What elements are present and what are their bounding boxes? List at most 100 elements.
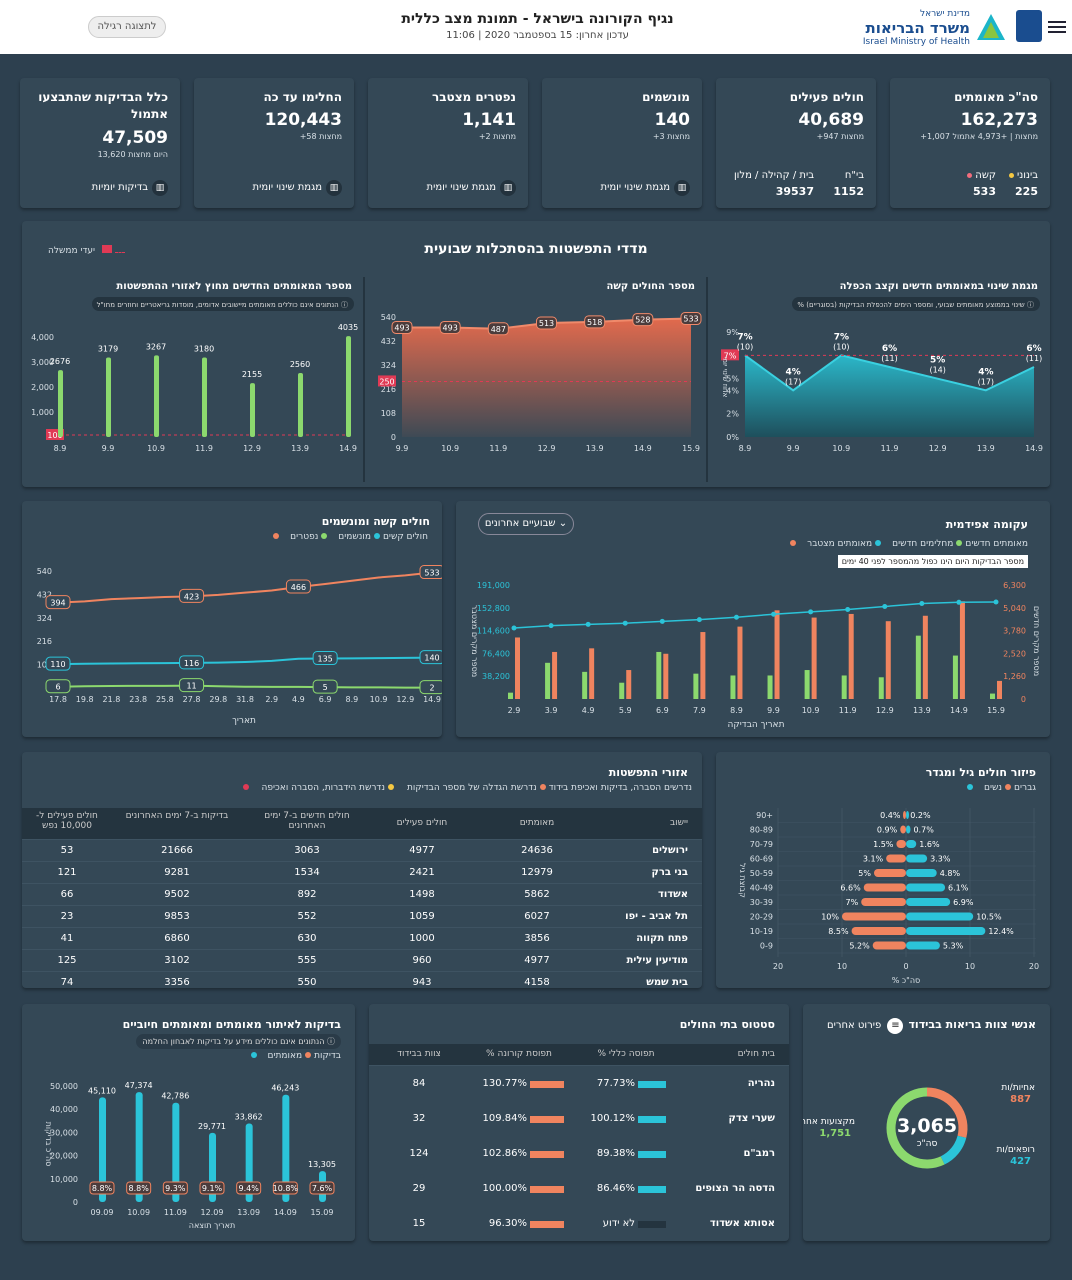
staff-isolation: 124 <box>409 1148 429 1159</box>
table-cell: מודיעין עילית <box>626 955 688 966</box>
severe-series-line <box>57 571 433 604</box>
age-gender-card: פיזור חולים גיל ומגדר גבריםנשים 20 10 0 10 2… <box>716 752 1050 988</box>
daily-trend-link[interactable]: מגמת שינוי יומית ▥ <box>427 180 516 196</box>
age-female-label: 8.5% <box>828 927 849 936</box>
tests-bar <box>99 1097 106 1202</box>
hospital-name: הדסה הר הצופים <box>695 1183 775 1194</box>
weekly-x-tick: 9.9 <box>102 444 115 453</box>
table-cell: 5862 <box>524 889 550 900</box>
age-female-label: 3.1% <box>863 855 884 864</box>
table-cell: 550 <box>297 977 317 988</box>
positive-rate-label: 9.4% <box>239 1184 260 1193</box>
target-legend-swatch <box>101 245 112 253</box>
epi-x-tick: 14.9 <box>950 706 968 715</box>
weekly-x-tick: 10.9 <box>832 444 850 453</box>
general-occupancy-bar <box>638 1186 666 1193</box>
epi-new-bar <box>737 626 743 699</box>
severe-data-label: 11 <box>186 682 196 691</box>
severe-data-label: 110 <box>50 660 65 669</box>
age-female-bar <box>886 854 906 863</box>
regions-legend: נדרשים הסברה, בדיקות ואכיפת בידודנדרשת ה… <box>230 783 692 793</box>
kpi-title: החלימו עד כה <box>263 90 342 104</box>
age-x-tick: 10 <box>965 962 975 971</box>
table-header-cell: מאומתים <box>519 818 555 828</box>
age-legend-item: נשים <box>984 783 1014 793</box>
weekly-y-tick: 5% <box>726 375 739 384</box>
epi-left-tick: 114,600 <box>477 627 510 636</box>
weekly-x-tick: 9.9 <box>396 444 409 453</box>
table-row: אשדוד 5862 1498 892 9502 66 <box>22 884 702 906</box>
detail-others-button[interactable]: פירוט אחרים ≡ <box>827 1018 904 1034</box>
table-cell: 630 <box>297 933 317 944</box>
kpi-value: 1,141 <box>462 110 516 130</box>
daily-trend-link[interactable]: מגמת שינוי יומית ▥ <box>253 180 342 196</box>
kpi-title: מונשמים <box>642 90 690 104</box>
weekly-data-label: (17) <box>785 377 801 386</box>
page-title: נגיף הקורונה בישראל - תמונת מצב כללית <box>401 11 674 27</box>
age-female-bar <box>874 869 906 877</box>
daily-trend-link[interactable]: מגמת שינוי יומית ▥ <box>601 180 690 196</box>
weekly-x-tick: 14.9 <box>634 444 652 453</box>
donut-value: 1,751 <box>819 1128 851 1139</box>
epi-new-bar <box>997 680 1002 699</box>
weekly-subchart-note: % שינוי בממוצע מאומתים שבועי, ומספר הימי… <box>797 301 1034 309</box>
daily-trend-link[interactable]: בדיקות יומיות ▥ <box>92 180 168 196</box>
severe-x-tick: 19.8 <box>76 695 94 704</box>
epi-x-tick: 2.9 <box>508 706 521 715</box>
weekly-x-tick: 13.9 <box>291 444 309 453</box>
table-cell: פתח תקווה <box>636 933 688 944</box>
severe-x-tick: 17.8 <box>49 695 67 704</box>
corona-occupancy-bar <box>530 1081 564 1088</box>
age-category: 50-59 <box>750 869 773 878</box>
hospital-status-card: סטטוס בתי החולים בית חולים % תפוסה כללי % … <box>369 1004 789 1241</box>
weekly-data-label: 2560 <box>290 360 310 369</box>
epi-cumulative-point <box>808 609 814 615</box>
tests-bar <box>172 1102 180 1202</box>
kpi-breakdown-item: בינוני 225 <box>1006 170 1038 198</box>
kpi-sub: +58 מחצות <box>299 132 342 141</box>
severe-data-label: 135 <box>318 655 333 664</box>
weekly-bar <box>58 370 63 437</box>
table-row: הדסה הר הצופים 86.46% 100.00% 29 <box>369 1171 789 1206</box>
tests-bar-label: 42,786 <box>161 1092 189 1101</box>
epi-x-tick: 4.9 <box>582 706 595 715</box>
donut-category: רופאים/ות <box>996 1145 1035 1155</box>
menu-icon[interactable] <box>1048 18 1066 36</box>
weekly-data-label: 2155 <box>242 370 262 379</box>
weekly-bar <box>106 357 111 437</box>
table-row: תל אביב - יפו 6027 1059 552 9853 23 <box>22 906 702 928</box>
regular-view-button[interactable]: לתצוגה רגילה <box>88 16 166 38</box>
kpi-card: נפטרים מצטבר 1,141 +2 מחצות מגמת שינוי יומי… <box>368 78 528 208</box>
severe-x-tick: 6.9 <box>319 695 332 704</box>
kpi-breakdown-item: קשה 533 <box>964 170 996 198</box>
epi-recovered-bar <box>693 673 699 699</box>
tests-bar-label: 46,243 <box>271 1084 299 1093</box>
tests-x-label: תאריך תוצאה <box>189 1221 236 1230</box>
severe-y-tick: 432 <box>37 590 52 599</box>
table-cell: 53 <box>60 845 74 856</box>
age-male-bar <box>906 840 917 848</box>
severe-data-label: 140 <box>424 654 439 663</box>
age-y-label: קבוצת גיל <box>738 863 747 898</box>
kpi-sub: +1,007 מחצות | +4,973 אתמול <box>920 132 1038 141</box>
tests-y-tick: 0 <box>73 1198 78 1207</box>
epi-x-tick: 12.9 <box>876 706 894 715</box>
table-header-cell: % תפוסה כללי <box>597 1049 655 1059</box>
weekly-data-label: 5% <box>930 356 945 366</box>
weekly-data-label: 493 <box>443 323 458 332</box>
epi-curve-card: עקומה אפידמית שבועיים אחרונים ⌄ מאומתים … <box>456 501 1050 737</box>
epi-cumulative-point <box>548 623 554 629</box>
positive-rate-label: 9.1% <box>202 1184 223 1193</box>
period-dropdown[interactable]: שבועיים אחרונים ⌄ <box>478 513 574 535</box>
epi-new-bar <box>626 670 632 699</box>
table-row: מודיעין עילית 4977 960 555 3102 125 <box>22 950 702 972</box>
weekly-x-tick: 12.9 <box>538 444 556 453</box>
severe-legend-item: חולים קשים <box>270 532 428 542</box>
epi-recovered-bar <box>730 675 736 699</box>
epi-cumulative-line <box>513 601 997 629</box>
gov-target-legend: יעדי ממשלה <box>48 245 125 256</box>
table-cell: 4158 <box>524 977 550 988</box>
weekly-x-tick: 8.9 <box>739 444 752 453</box>
age-category: 80-89 <box>750 826 773 835</box>
epi-recovered-bar <box>508 692 513 699</box>
